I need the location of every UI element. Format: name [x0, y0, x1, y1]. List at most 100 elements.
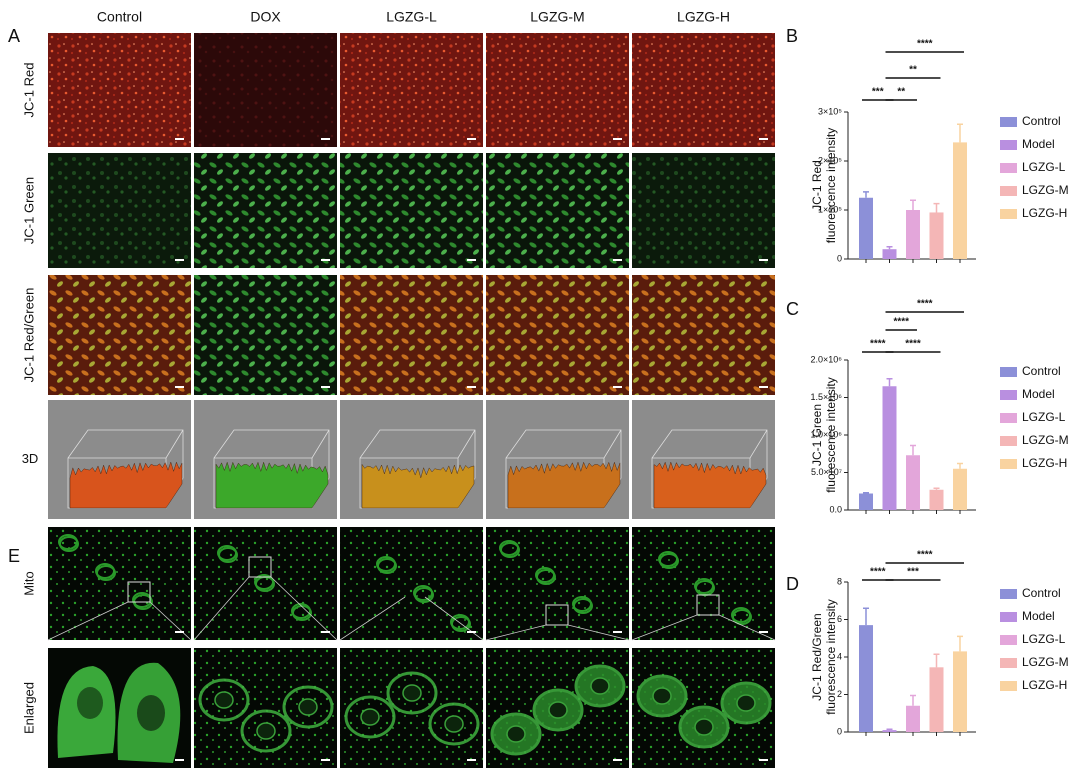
cell — [500, 542, 520, 558]
zoom-line — [193, 576, 250, 641]
error-bar — [910, 444, 916, 456]
legend-swatch — [1000, 436, 1017, 446]
column-header: LGZG-L — [386, 9, 437, 25]
significance-label: **** — [893, 317, 909, 328]
legend-swatch — [1000, 658, 1017, 668]
y-axis-title: fluorescence intensity — [824, 128, 838, 243]
y-tick-label: 0.0 — [829, 504, 842, 514]
nucleus — [402, 684, 422, 702]
error-bar — [910, 199, 916, 210]
error-bar — [933, 202, 940, 213]
nucleus — [214, 691, 234, 709]
nucleus — [360, 708, 380, 726]
micrograph — [486, 153, 629, 268]
bar — [859, 493, 873, 510]
legend-swatch — [1000, 163, 1017, 173]
legend-label: LGZG-M — [1022, 183, 1069, 197]
row-label: JC-1 Red/Green — [21, 288, 36, 383]
zoom-line — [149, 601, 192, 641]
surface — [507, 461, 621, 509]
cell — [536, 569, 556, 585]
error-bar — [886, 246, 893, 250]
y-tick-label: 8 — [837, 576, 842, 586]
nucleus — [590, 677, 610, 695]
micrograph — [632, 527, 775, 640]
nucleus — [548, 701, 568, 719]
legend-label: LGZG-L — [1022, 410, 1066, 424]
cell — [198, 678, 250, 722]
error-bar — [957, 462, 963, 469]
bar — [929, 667, 944, 732]
legend-label: Model — [1022, 609, 1055, 623]
micrograph — [48, 153, 191, 268]
zoom-line — [270, 576, 338, 641]
zoom-line — [631, 614, 698, 641]
significance-label: **** — [917, 299, 933, 310]
legend-swatch — [1000, 459, 1017, 469]
y-axis-title: JC-1 Red/Green — [810, 613, 824, 700]
zoom-box — [127, 581, 151, 603]
y-tick-label: 1.5×10⁶ — [811, 392, 843, 402]
error-bar — [957, 635, 963, 652]
error-bar — [933, 487, 940, 490]
bar — [929, 212, 944, 259]
micrograph — [632, 153, 775, 268]
y-tick-label: 0 — [837, 253, 842, 263]
column-header: LGZG-H — [677, 9, 730, 25]
micrograph — [340, 275, 483, 395]
zoom-line — [47, 601, 129, 641]
legend-swatch — [1000, 589, 1017, 599]
legend-label: Model — [1022, 137, 1055, 151]
column-header: Control — [97, 9, 142, 25]
legend-swatch — [1000, 367, 1017, 377]
micrograph — [48, 275, 191, 395]
micrograph — [632, 275, 775, 395]
legend-swatch — [1000, 390, 1017, 400]
surface — [361, 463, 475, 509]
legend-swatch — [1000, 186, 1017, 196]
zoom-line — [718, 614, 776, 641]
error-bar — [886, 728, 893, 731]
micrograph — [194, 33, 337, 147]
cell — [218, 547, 238, 563]
legend-label: LGZG-H — [1022, 678, 1067, 692]
cell — [732, 609, 752, 625]
y-axis-title: fluorescence intensity — [824, 599, 838, 714]
legend-swatch — [1000, 117, 1017, 127]
y-tick-label: 2×10⁵ — [818, 155, 842, 165]
error-bar — [863, 492, 869, 494]
bar — [929, 489, 944, 510]
cell — [282, 685, 334, 729]
y-tick-label: 1.0×10⁶ — [811, 429, 843, 439]
micrograph — [340, 153, 483, 268]
nucleus — [736, 694, 756, 712]
significance-label: ** — [909, 65, 917, 76]
row-label: Enlarged — [21, 682, 36, 734]
significance-label: *** — [907, 567, 919, 578]
error-bar — [863, 607, 869, 626]
bar — [859, 625, 873, 732]
cell — [96, 565, 116, 581]
panel-label: D — [786, 574, 799, 594]
y-tick-label: 5.0×10⁷ — [811, 467, 842, 477]
surface — [653, 461, 767, 509]
row-label: 3D — [22, 451, 39, 466]
significance-label: **** — [905, 339, 921, 350]
zoom-box — [696, 594, 720, 616]
legend-swatch — [1000, 635, 1017, 645]
micrograph — [486, 275, 629, 395]
micrograph — [632, 33, 775, 147]
micrograph — [48, 33, 191, 147]
legend-swatch — [1000, 681, 1017, 691]
micrograph — [194, 527, 337, 640]
zoom-line — [339, 596, 406, 641]
legend-label: LGZG-L — [1022, 160, 1066, 174]
error-bar — [957, 123, 963, 143]
legend-label: LGZG-H — [1022, 456, 1067, 470]
zoom-box — [248, 556, 272, 578]
legend-swatch — [1000, 413, 1017, 423]
micrograph — [340, 648, 483, 768]
row-label: JC-1 Red — [21, 63, 36, 118]
zoom-line — [567, 624, 630, 641]
